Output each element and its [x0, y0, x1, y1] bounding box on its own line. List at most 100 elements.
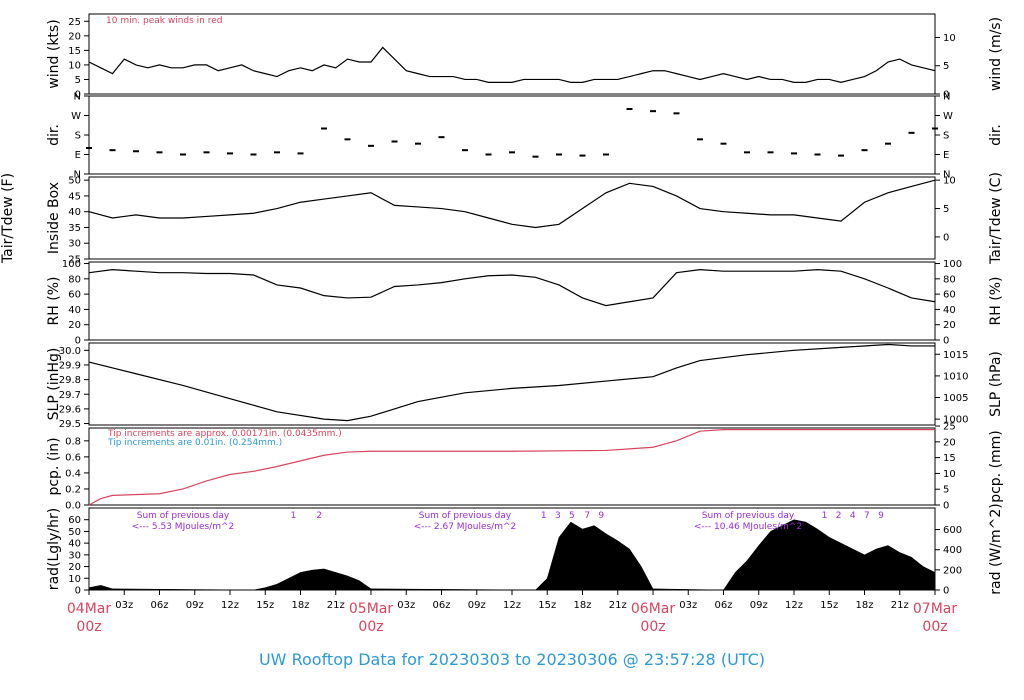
wind-line	[88, 46, 936, 83]
x-hour-label: 12z	[221, 600, 239, 611]
right-tick-label: 10	[943, 469, 956, 480]
radiation-area	[88, 519, 936, 591]
left-tick-label: 20	[68, 31, 81, 42]
precip-line	[88, 429, 935, 506]
y-axis-title-right: wind (m/s)	[988, 17, 1004, 91]
x-hour-label: 18z	[856, 600, 874, 611]
x-axis: 03z 06z 09z 12z 15z 18z 21z 05Mar 03z 06z 09z 12z 15…	[67, 590, 957, 635]
left-tick-label: 0.6	[65, 452, 81, 463]
x-hour-label: 06z	[433, 600, 451, 611]
left-tick-label: W	[71, 111, 81, 122]
right-tick-label: 10	[943, 176, 956, 187]
left-tick-label: N	[74, 92, 81, 103]
left-tick-label: 30	[68, 550, 81, 561]
panel-precip: 0.0 0.2 0.4 0.6 0.8 0 5 10 15 20 25 pcp. (in) pcp. (…	[46, 422, 1004, 512]
y-axis-title-left: RH (%)	[46, 277, 62, 326]
left-tick-label: 0.0	[65, 501, 81, 512]
x-day-label: 07Mar	[913, 601, 957, 617]
right-tick-label: 10	[943, 33, 956, 44]
right-tick-label: 200	[943, 565, 962, 576]
right-tick-label: 0	[943, 336, 949, 347]
x-hour-label: 03z	[679, 600, 697, 611]
right-tick-label: 1005	[943, 393, 968, 404]
x-hour-label: 03z	[115, 600, 133, 611]
radiation-marker: 9	[878, 511, 884, 521]
y-axis-title-right: rad (W/m^2)	[988, 503, 1004, 594]
left-tick-label: E	[75, 150, 81, 161]
radiation-marker: 4	[850, 511, 856, 521]
y-axis-title-right: pcp. (mm)	[988, 430, 1004, 503]
right-tick-label: 100	[943, 259, 962, 270]
y-axis-title-left: wind (kts)	[46, 19, 62, 88]
precip-note-blue: Tip increments are 0.01in. (0.254mm.)	[107, 438, 282, 448]
right-tick-label: 40	[943, 305, 956, 316]
day-sum-label: Sum of previous day	[137, 511, 230, 521]
left-tick-label: 100	[62, 259, 81, 270]
right-tick-label: 400	[943, 545, 962, 556]
x-hour-label: 21z	[327, 600, 345, 611]
day-sum-value: <--- 2.67 MJoules/m^2	[414, 522, 516, 532]
day-sum-value: <--- 10.46 MJoules/m^2	[694, 522, 802, 532]
y-axis-title-left: rad(Lgly/hr)	[46, 508, 62, 590]
y-axis-title-right: Tair/Tdew (C)	[988, 172, 1004, 265]
left-tick-label: 35	[68, 223, 81, 234]
day-sum-label: Sum of previous day	[702, 511, 795, 521]
y-axis-title-left: pcp. (in)	[46, 437, 62, 495]
left-tick-label: S	[75, 131, 81, 142]
left-tick-label: 25	[68, 17, 81, 28]
right-tick-label: 0	[943, 501, 949, 512]
x-hour-label: 21z	[609, 600, 627, 611]
right-tick-label: 5	[943, 61, 949, 72]
left-tick-label: 10	[68, 60, 81, 71]
left-tick-label: 50	[68, 527, 81, 538]
x-hour-label: 06z	[151, 600, 169, 611]
x-hour-label: 12z	[785, 600, 803, 611]
left-tick-label: N	[74, 170, 81, 181]
y-axis-title-right: dir.	[988, 124, 1004, 146]
left-tick-label: 0.8	[65, 436, 81, 447]
left-tick-label: 20	[68, 562, 81, 573]
left-tick-label: 80	[68, 274, 81, 285]
right-tick-label: 25	[943, 422, 956, 433]
panel-wind: 0 5 10 15 20 25 0 5 10 wind (kts) wind (m/s) 10 min…	[46, 13, 1004, 101]
day-sum-value: <--- 5.53 MJoules/m^2	[132, 522, 234, 532]
right-tick-label: 5	[943, 485, 949, 496]
left-tick-label: 25	[68, 255, 81, 266]
x-day-time: 00z	[640, 619, 665, 635]
day-sum-label: Sum of previous day	[419, 511, 512, 521]
left-tick-label: 45	[68, 191, 81, 202]
x-hour-label: 15z	[256, 600, 274, 611]
footer-title: UW Rooftop Data for 20230303 to 20230306…	[259, 650, 765, 669]
radiation-marker: 7	[864, 511, 870, 521]
x-day-label: 06Mar	[631, 601, 675, 617]
left-tick-label: 0.4	[65, 468, 81, 479]
x-hour-label: 12z	[503, 600, 521, 611]
right-tick-label: 15	[943, 453, 956, 464]
pressure-line	[88, 343, 935, 422]
right-tick-label: N	[943, 170, 950, 181]
temperature-line	[88, 179, 936, 229]
right-tick-label: 1010	[943, 371, 968, 382]
x-hour-label: 03z	[397, 600, 415, 611]
x-hour-label: 15z	[538, 600, 556, 611]
x-hour-label: 09z	[468, 600, 486, 611]
x-hour-label: 21z	[891, 600, 909, 611]
x-hour-label: 15z	[820, 600, 838, 611]
radiation-marker: 7	[584, 511, 590, 521]
left-tick-label: 5	[75, 75, 81, 86]
radiation-marker: 9	[598, 511, 604, 521]
left-tick-label: 60	[68, 290, 81, 301]
left-tick-label: 50	[68, 176, 81, 187]
y-axis-title-right: SLP (hPa)	[988, 351, 1004, 417]
humidity-line	[88, 269, 936, 307]
panel-frame	[88, 13, 936, 95]
panel-pressure: 29.5 29.6 29.7 29.8 29.9 30.0 1000 1005 1010 1015…	[46, 342, 1004, 430]
radiation-marker: 2	[836, 511, 842, 521]
x-day-time: 00z	[922, 619, 947, 635]
right-tick-label: 20	[943, 320, 956, 331]
right-tick-label: W	[943, 111, 953, 122]
radiation-marker: 3	[555, 511, 561, 521]
